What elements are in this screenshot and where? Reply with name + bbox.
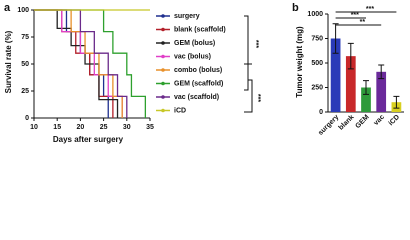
legend-marker: [161, 68, 165, 72]
x-tick-label: GEM: [354, 114, 370, 130]
y-tick-label: 750: [311, 35, 323, 42]
y-tick-label: 50: [21, 61, 29, 68]
significance: ***: [351, 12, 359, 19]
y-tick-label: 25: [21, 88, 29, 95]
y-tick-label: 75: [21, 34, 29, 41]
x-tick-label: 35: [146, 124, 154, 131]
legend-marker: [161, 41, 165, 45]
survival-curve: [34, 9, 123, 118]
panel-label: b: [292, 2, 299, 14]
legend-marker: [161, 81, 165, 86]
panel-label: a: [4, 2, 11, 14]
significance: **: [360, 19, 366, 26]
significance: ***: [366, 6, 374, 13]
survival-curve: [34, 9, 119, 118]
y-axis-label: Tumor weight (mg): [295, 26, 304, 98]
x-tick-label: 10: [30, 124, 38, 131]
legend-marker: [161, 54, 165, 59]
significance: ***: [254, 94, 261, 102]
legend-marker: [161, 27, 165, 32]
y-tick-label: 0: [25, 115, 29, 122]
legend-marker: [161, 14, 165, 18]
legend-label: vac (scaffold): [174, 94, 219, 101]
survival-curve: [34, 9, 128, 118]
bracket: [244, 15, 253, 113]
bar: [361, 87, 371, 112]
bar: [330, 38, 341, 112]
legend-marker: [161, 108, 165, 113]
error-bar: [393, 95, 400, 109]
x-tick-label: 15: [53, 124, 61, 131]
x-tick-label: vac: [373, 114, 386, 127]
legend-marker: [161, 95, 165, 99]
error-bar: [363, 80, 369, 95]
survival-curve: [34, 9, 114, 118]
x-tick-label: 25: [100, 124, 108, 131]
significance: ***: [252, 40, 259, 48]
legend-label: combo (bolus): [174, 67, 222, 74]
y-tick-label: 250: [311, 84, 323, 91]
legend-label: iCD: [174, 107, 186, 114]
x-tick-label: 20: [77, 124, 85, 131]
error-bar: [378, 64, 385, 80]
y-tick-label: 0: [319, 109, 323, 116]
legend-label: blank (scaffold): [174, 26, 226, 33]
legend-label: GEM (bolus): [174, 40, 215, 47]
x-tick-label: surgery: [317, 114, 340, 137]
y-axis-label: Survival rate (%): [4, 30, 13, 93]
y-tick-label: 100: [17, 7, 29, 14]
legend-label: vac (bolus): [174, 53, 211, 60]
x-tick-label: iCD: [388, 114, 401, 127]
error-bar: [332, 23, 339, 54]
x-tick-label: 30: [123, 124, 131, 131]
y-tick-label: 500: [311, 60, 323, 67]
x-axis-label: Days after surgery: [53, 135, 124, 144]
error-bar: [347, 42, 354, 70]
bar: [376, 71, 387, 112]
legend-label: surgery: [174, 13, 200, 20]
figure: a b Days after surgery Survival rate (%)…: [4, 2, 404, 144]
survival-curve: [34, 9, 123, 118]
y-tick-label: 1000: [307, 11, 323, 18]
bar: [345, 56, 356, 112]
x-tick-label: blank: [338, 114, 356, 132]
legend-label: GEM (scaffold): [174, 80, 223, 87]
survival-curve: [34, 9, 147, 118]
